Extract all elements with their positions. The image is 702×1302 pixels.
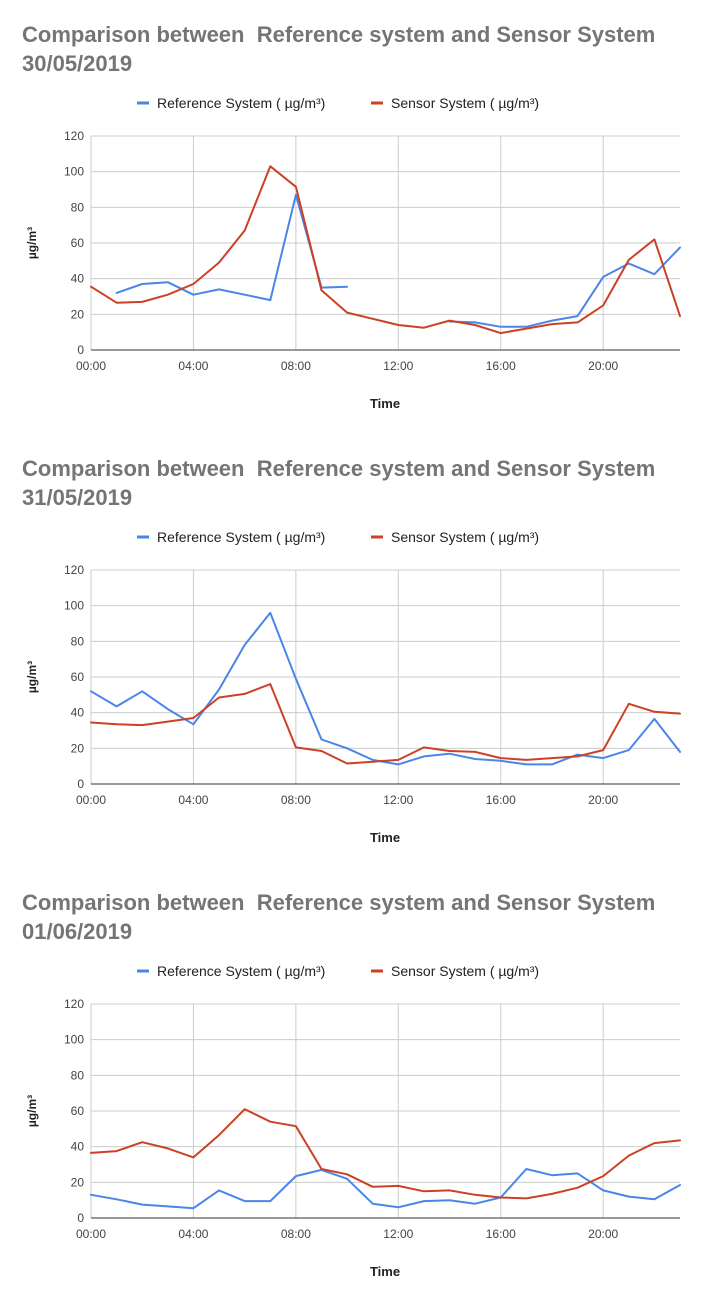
y-tick-label: 100 <box>64 165 84 179</box>
chart-title-line-1: Comparison between Reference system and … <box>22 456 656 481</box>
x-tick-label: 08:00 <box>281 1227 311 1241</box>
x-tick-label: 04:00 <box>178 1227 208 1241</box>
y-tick-label: 20 <box>71 307 85 321</box>
y-tick-label: 40 <box>71 272 85 286</box>
x-axis-title: Time <box>370 830 400 845</box>
y-tick-label: 100 <box>64 1033 84 1047</box>
x-tick-label: 04:00 <box>178 359 208 373</box>
chart-title-line-2: 01/06/2019 <box>22 919 133 944</box>
y-tick-label: 80 <box>71 1068 85 1082</box>
x-tick-label: 08:00 <box>281 359 311 373</box>
y-tick-label: 120 <box>64 997 84 1011</box>
y-tick-label: 20 <box>71 1175 85 1189</box>
y-tick-label: 120 <box>64 129 84 143</box>
y-tick-label: 60 <box>71 1104 85 1118</box>
chart-title: Comparison between Reference system and … <box>22 20 655 78</box>
x-axis-title: Time <box>370 1264 400 1279</box>
x-tick-label: 08:00 <box>281 793 311 807</box>
y-tick-label: 80 <box>71 200 85 214</box>
y-tick-label: 0 <box>77 343 84 357</box>
chart-title-line-1: Comparison between Reference system and … <box>22 22 656 47</box>
chart-title: Comparison between Reference system and … <box>22 454 655 512</box>
x-tick-label: 16:00 <box>486 1227 516 1241</box>
x-tick-label: 04:00 <box>178 793 208 807</box>
y-axis-title: µg/m³ <box>25 1095 39 1127</box>
y-tick-label: 80 <box>71 634 85 648</box>
line-chart: Reference System ( µg/m³) Sensor System (… <box>25 529 681 845</box>
series-line <box>90 165 681 335</box>
chart-title-line-2: 30/05/2019 <box>22 51 133 76</box>
x-tick-label: 20:00 <box>588 793 618 807</box>
x-tick-label: 12:00 <box>383 1227 413 1241</box>
y-tick-label: 120 <box>64 563 84 577</box>
y-tick-label: 100 <box>64 599 84 613</box>
series-line <box>90 1168 681 1210</box>
line-chart: Reference System ( µg/m³) Sensor System (… <box>25 963 681 1279</box>
y-tick-label: 60 <box>71 670 85 684</box>
chart-panel-2: Comparison between Reference system and … <box>0 434 702 868</box>
chart-title: Comparison between Reference system and … <box>22 888 655 946</box>
x-tick-label: 16:00 <box>486 793 516 807</box>
y-tick-label: 60 <box>71 236 85 250</box>
legend-label: Sensor System ( µg/m³) <box>391 95 539 111</box>
chart-panel-1: Comparison between Reference system and … <box>0 0 702 434</box>
y-tick-label: 0 <box>77 1211 84 1225</box>
x-tick-label: 12:00 <box>383 359 413 373</box>
x-tick-label: 00:00 <box>76 1227 106 1241</box>
y-tick-label: 0 <box>77 777 84 791</box>
y-tick-label: 40 <box>71 1140 85 1154</box>
x-tick-label: 00:00 <box>76 359 106 373</box>
x-tick-label: 20:00 <box>588 359 618 373</box>
legend-label: Reference System ( µg/m³) <box>157 963 325 979</box>
x-tick-label: 00:00 <box>76 793 106 807</box>
x-tick-label: 12:00 <box>383 793 413 807</box>
legend-label: Sensor System ( µg/m³) <box>391 963 539 979</box>
y-tick-label: 20 <box>71 741 85 755</box>
chart-title-line-2: 31/05/2019 <box>22 485 133 510</box>
x-tick-label: 16:00 <box>486 359 516 373</box>
line-chart: Reference System ( µg/m³) Sensor System (… <box>25 95 681 411</box>
y-axis-title: µg/m³ <box>25 227 39 259</box>
chart-title-line-1: Comparison between Reference system and … <box>22 890 656 915</box>
x-axis-title: Time <box>370 396 400 411</box>
y-axis-title: µg/m³ <box>25 661 39 693</box>
x-tick-label: 20:00 <box>588 1227 618 1241</box>
y-tick-label: 40 <box>71 706 85 720</box>
legend-label: Reference System ( µg/m³) <box>157 529 325 545</box>
series-line <box>90 683 681 765</box>
series-line <box>90 1108 681 1200</box>
chart-panel-3: Comparison between Reference system and … <box>0 868 702 1302</box>
series-line <box>90 611 681 766</box>
legend-label: Sensor System ( µg/m³) <box>391 529 539 545</box>
legend-label: Reference System ( µg/m³) <box>157 95 325 111</box>
